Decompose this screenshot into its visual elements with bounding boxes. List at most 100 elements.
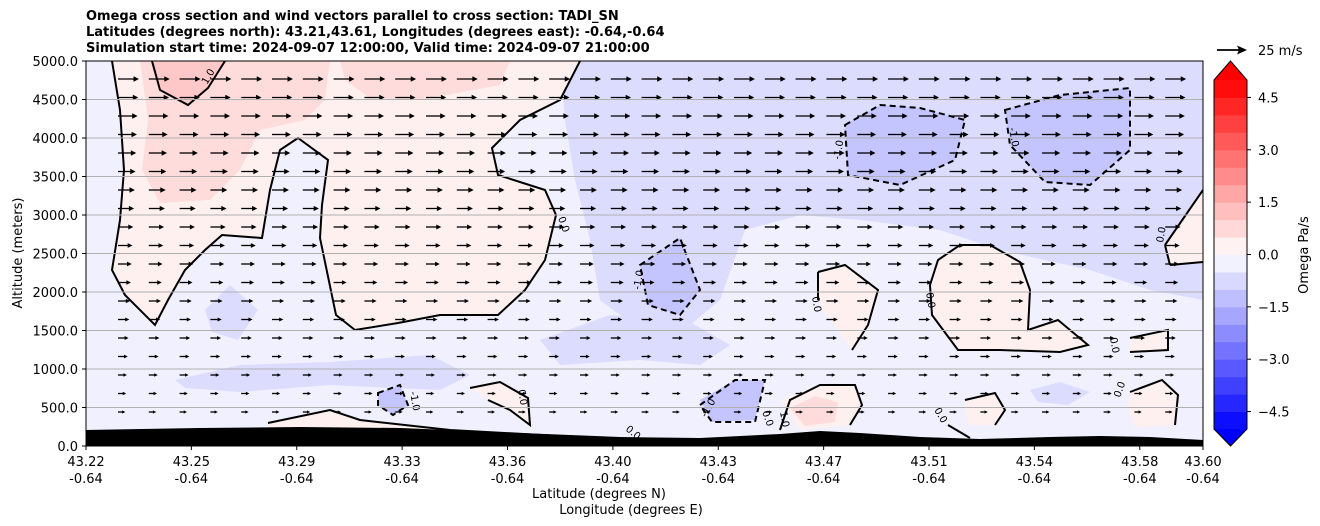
wind-vector-arrow	[333, 76, 355, 82]
wind-vector-arrow	[1134, 187, 1152, 193]
wind-vector-arrow	[395, 187, 413, 193]
wind-vector-arrow	[456, 298, 469, 304]
wind-vector-arrow	[888, 224, 904, 230]
wind-vector-arrow	[610, 336, 622, 340]
wind-vector-arrow	[241, 205, 258, 212]
wind-vector-arrow	[826, 76, 848, 82]
wind-vector-arrow	[148, 336, 160, 340]
wind-vector-arrow	[118, 354, 128, 359]
wind-vector-arrow	[210, 354, 221, 359]
wind-vector-arrow	[980, 205, 997, 212]
wind-vector-arrow	[241, 336, 252, 340]
wind-vector-arrow	[580, 280, 593, 285]
wind-vector-arrow	[1103, 354, 1114, 359]
wind-vector-arrow	[1072, 410, 1081, 414]
wind-vector-arrow	[826, 168, 844, 175]
wind-vector-arrow	[703, 317, 715, 322]
contour-line-minus-1	[638, 236, 702, 317]
wind-vector-arrow	[148, 261, 163, 267]
wind-vector-arrow	[272, 354, 282, 359]
wind-vector-arrow	[610, 168, 629, 175]
wind-vector-arrow	[364, 76, 386, 82]
wind-vector-arrow	[703, 391, 712, 396]
colorbar-segment	[1214, 114, 1247, 133]
wind-vector-arrow	[764, 298, 777, 304]
wind-vector-arrow	[734, 131, 753, 138]
wind-vector-arrow	[456, 317, 469, 322]
contour-label: 0.0	[515, 389, 529, 407]
wind-vector-arrow	[179, 113, 200, 119]
wind-vector-arrow	[487, 168, 506, 175]
wind-vector-arrow	[857, 224, 873, 230]
wind-vector-arrow	[302, 280, 316, 285]
wind-vector-arrow	[918, 94, 940, 101]
wind-vector-arrow	[210, 298, 223, 304]
wind-vector-arrow	[764, 391, 773, 396]
y-tick-label: 0.0	[57, 440, 78, 455]
colorbar-extend-high	[1214, 61, 1247, 80]
wind-vector-arrow	[857, 261, 871, 267]
wind-vector-arrow	[980, 243, 995, 248]
wind-vector-arrow	[364, 94, 385, 101]
wind-vector-arrow	[672, 243, 687, 248]
wind-vector-arrow	[888, 410, 896, 414]
wind-vector-arrow	[1103, 187, 1121, 193]
wind-vector-arrow	[795, 131, 815, 138]
wind-vector-arrow	[487, 243, 503, 248]
wind-vector-arrow	[610, 317, 623, 322]
colorbar-tick-label: −3.0	[1258, 353, 1290, 368]
wind-vector-arrow	[734, 373, 743, 377]
wind-vector-arrow	[610, 261, 625, 267]
wind-vector-arrow	[487, 113, 508, 119]
wind-vector-arrow	[949, 187, 967, 193]
wind-vector-arrow	[272, 168, 290, 175]
wind-vector-arrow	[641, 336, 653, 340]
positive-omega-region	[1128, 380, 1178, 428]
wind-vector-arrow	[364, 298, 377, 304]
negative-omega-region	[1030, 382, 1090, 405]
negative-omega-region	[640, 238, 700, 315]
wind-vector-arrow	[487, 410, 495, 414]
wind-vector-arrow	[1042, 317, 1054, 322]
wind-vector-arrow	[1165, 261, 1179, 267]
wind-vector-arrow	[1042, 224, 1058, 230]
wind-vector-arrow	[1165, 317, 1177, 322]
wind-vector-arrow	[1134, 94, 1155, 101]
wind-vector-arrow	[118, 373, 127, 377]
wind-vector-arrow	[1072, 261, 1087, 267]
wind-vector-arrow	[703, 336, 714, 340]
wind-vector-arrow	[1072, 187, 1090, 193]
wind-vector-arrow	[795, 187, 813, 193]
wind-vector-arrow	[1042, 336, 1053, 340]
wind-vector-arrow	[888, 205, 905, 212]
wind-vector-arrow	[333, 113, 354, 119]
wind-vector-arrow	[549, 336, 560, 340]
wind-vector-arrow	[395, 391, 404, 396]
wind-vector-arrow	[703, 261, 717, 267]
wind-vector-arrow	[1072, 94, 1094, 101]
wind-vector-arrow	[580, 261, 594, 267]
wind-vector-arrow	[549, 391, 558, 396]
wind-vector-arrow	[364, 150, 383, 156]
colorbar-extend-low	[1214, 429, 1247, 446]
wind-vector-arrow	[241, 94, 262, 101]
x-tick-label-lon: -0.64	[912, 472, 946, 487]
wind-vector-arrow	[210, 131, 230, 138]
wind-vector-arrow	[426, 317, 438, 322]
wind-vector-arrow	[272, 261, 286, 267]
wind-vector-arrow	[918, 391, 927, 396]
y-tick-label: 3000.0	[33, 209, 79, 224]
wind-vector-arrow	[857, 354, 867, 359]
wind-vector-arrow	[1165, 76, 1187, 82]
wind-vector-arrow	[641, 354, 652, 359]
wind-vector-arrow	[1042, 298, 1055, 304]
wind-vector-arrow	[980, 298, 993, 304]
colorbar-segment	[1214, 341, 1247, 360]
wind-vector-arrow	[580, 168, 598, 175]
wind-vector-arrow	[1072, 354, 1083, 359]
wind-vector-arrow	[272, 94, 293, 101]
wind-vector-arrow	[549, 317, 561, 322]
wind-vector-arrow	[1011, 354, 1021, 359]
wind-vector-arrow	[1165, 373, 1175, 377]
wind-vector-arrow	[518, 317, 530, 322]
